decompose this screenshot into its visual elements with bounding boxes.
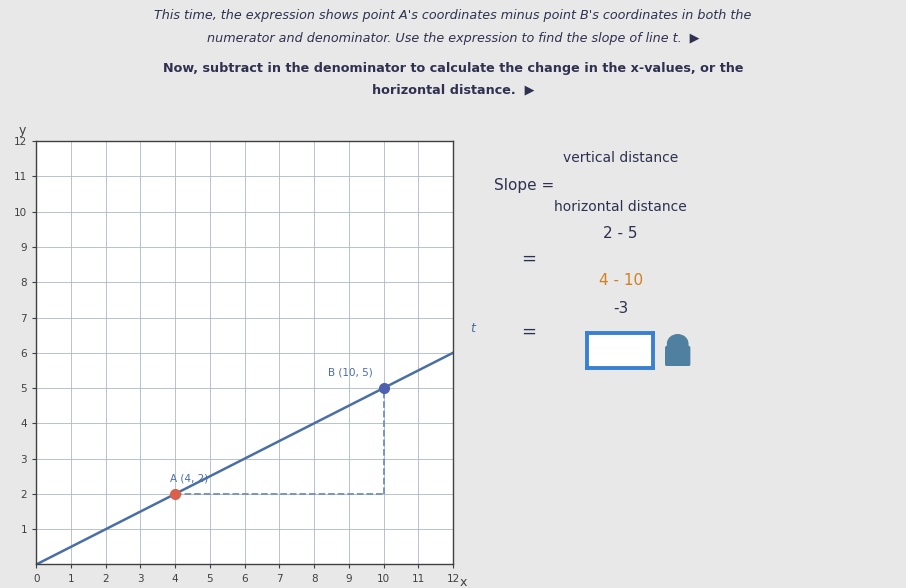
Text: -3: -3 bbox=[613, 301, 628, 316]
Text: B (10, 5): B (10, 5) bbox=[328, 368, 372, 377]
Text: =: = bbox=[521, 323, 536, 341]
FancyBboxPatch shape bbox=[665, 345, 690, 367]
Text: 2 - 5: 2 - 5 bbox=[603, 226, 638, 241]
Circle shape bbox=[668, 335, 688, 353]
Text: x: x bbox=[459, 576, 467, 588]
Text: This time, the expression shows point A's coordinates minus point B's coordinate: This time, the expression shows point A'… bbox=[154, 9, 752, 22]
Text: Slope =: Slope = bbox=[494, 178, 554, 193]
Text: numerator and denominator. Use the expression to find the slope of line t.  ▶: numerator and denominator. Use the expre… bbox=[207, 32, 699, 45]
Text: y: y bbox=[19, 124, 26, 137]
Text: 4 - 10: 4 - 10 bbox=[599, 273, 642, 289]
Text: t: t bbox=[471, 322, 476, 335]
Text: A (4, 2): A (4, 2) bbox=[170, 473, 208, 483]
Text: vertical distance: vertical distance bbox=[563, 151, 679, 165]
Text: horizontal distance: horizontal distance bbox=[554, 200, 687, 214]
Text: Now, subtract in the denominator to calculate the change in the x-values, or the: Now, subtract in the denominator to calc… bbox=[163, 62, 743, 75]
Text: horizontal distance.  ▶: horizontal distance. ▶ bbox=[371, 83, 535, 96]
Text: =: = bbox=[521, 250, 536, 268]
